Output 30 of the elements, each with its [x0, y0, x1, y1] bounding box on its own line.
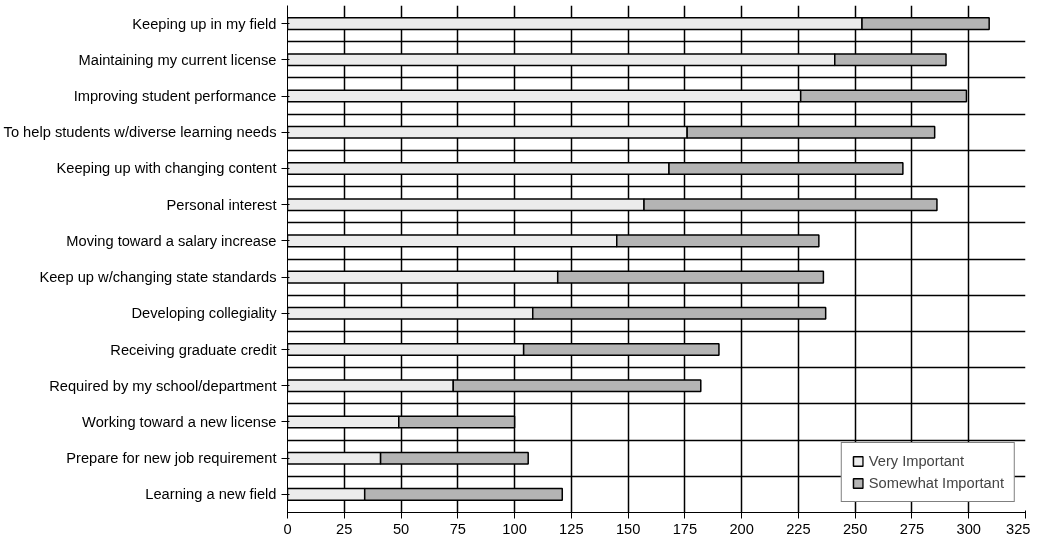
y-tick-label: Keeping up with changing content	[56, 160, 277, 177]
x-tick-label: 175	[672, 520, 698, 537]
y-tick-label: Personal interest	[166, 196, 277, 213]
x-tick-label: 125	[559, 520, 584, 537]
y-tick-label: Receiving graduate credit	[110, 341, 277, 358]
x-tick-label: 100	[502, 520, 527, 537]
y-tick-label: Improving student performance	[73, 88, 277, 105]
x-tick-label: 75	[449, 520, 466, 537]
y-tick-label: Maintaining my current license	[78, 51, 277, 68]
x-tick-label: 0	[283, 520, 292, 537]
x-tick-label: 200	[729, 520, 754, 537]
x-tick-label: 325	[1006, 520, 1031, 537]
legend-label: Somewhat Important	[868, 475, 1004, 491]
x-tick-label: 300	[956, 520, 981, 537]
y-tick-label: Learning a new field	[145, 486, 277, 503]
x-tick-label: 275	[899, 520, 925, 537]
x-tick-label: 25	[336, 520, 353, 537]
x-tick-label: 50	[392, 520, 410, 537]
y-tick-label: Keeping up in my field	[132, 15, 277, 32]
y-tick-label: Working toward a new license	[82, 413, 277, 430]
y-tick-label: Prepare for new job requirement	[66, 450, 277, 467]
y-tick-label: Keep up w/changing state standards	[39, 269, 277, 286]
x-tick-label: 225	[786, 520, 811, 537]
y-tick-label: Required by my school/department	[49, 377, 277, 394]
y-tick-label: Moving toward a salary increase	[66, 232, 277, 249]
y-tick-label: Developing collegiality	[131, 305, 278, 322]
y-tick-label: To help students w/diverse learning needs	[3, 124, 277, 141]
x-tick-label: 250	[842, 520, 868, 537]
x-tick-label: 150	[615, 520, 641, 537]
legend-label: Very Important	[868, 453, 965, 469]
